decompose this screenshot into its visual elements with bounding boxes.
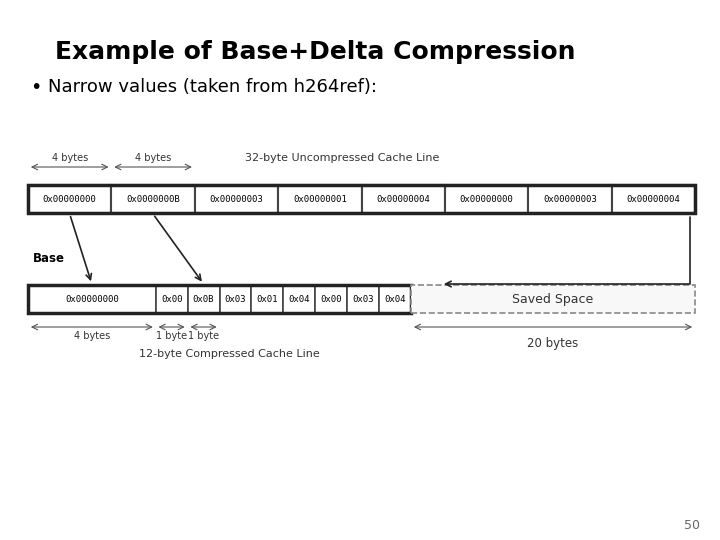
Bar [28, 285, 411, 313]
Text: 1 byte: 1 byte [188, 331, 219, 341]
Bar [28, 185, 695, 213]
Bar [194, 185, 278, 213]
Bar [156, 285, 188, 313]
Text: 0x00000003: 0x00000003 [543, 194, 597, 204]
Bar [315, 285, 347, 313]
Text: Saved Space: Saved Space [513, 293, 593, 306]
Bar [112, 185, 194, 213]
Bar [361, 185, 445, 213]
Text: Narrow values (taken from h264ref):: Narrow values (taken from h264ref): [48, 78, 377, 96]
Bar [379, 285, 411, 313]
Text: 0x00000000: 0x00000000 [42, 194, 96, 204]
Text: 0x01: 0x01 [256, 294, 278, 303]
Bar [347, 285, 379, 313]
Bar [284, 285, 315, 313]
Text: 4 bytes: 4 bytes [135, 153, 171, 163]
Text: 0x00000001: 0x00000001 [293, 194, 347, 204]
Text: 20 bytes: 20 bytes [527, 337, 579, 350]
Bar [611, 185, 695, 213]
Text: 0x04: 0x04 [384, 294, 406, 303]
Bar [411, 285, 695, 313]
Text: •: • [30, 78, 41, 97]
Bar [28, 185, 112, 213]
Bar [220, 285, 251, 313]
Text: 0x0000000B: 0x0000000B [126, 194, 180, 204]
Text: 0x00: 0x00 [320, 294, 342, 303]
Text: 0x03: 0x03 [225, 294, 246, 303]
Text: 4 bytes: 4 bytes [52, 153, 88, 163]
Text: 1 byte: 1 byte [156, 331, 187, 341]
Text: 0x03: 0x03 [352, 294, 374, 303]
Text: 4 bytes: 4 bytes [73, 331, 110, 341]
Text: 50: 50 [684, 519, 700, 532]
Text: 0x04: 0x04 [289, 294, 310, 303]
Text: 0x00: 0x00 [161, 294, 182, 303]
Text: 0x00000003: 0x00000003 [210, 194, 264, 204]
Text: 12-byte Compressed Cache Line: 12-byte Compressed Cache Line [139, 349, 320, 359]
Text: Example of Base+Delta Compression: Example of Base+Delta Compression [55, 40, 575, 64]
Text: Base: Base [33, 252, 65, 265]
Text: 0x00000004: 0x00000004 [377, 194, 430, 204]
Bar [278, 185, 361, 213]
Text: 0x00000000: 0x00000000 [65, 294, 119, 303]
Bar [28, 285, 156, 313]
Text: 0x00000000: 0x00000000 [459, 194, 513, 204]
Text: 32-byte Uncompressed Cache Line: 32-byte Uncompressed Cache Line [245, 153, 439, 163]
Text: 0x00000004: 0x00000004 [626, 194, 680, 204]
Bar [528, 185, 611, 213]
Text: 0x0B: 0x0B [193, 294, 215, 303]
Bar [251, 285, 284, 313]
Bar [188, 285, 220, 313]
Bar [445, 185, 528, 213]
